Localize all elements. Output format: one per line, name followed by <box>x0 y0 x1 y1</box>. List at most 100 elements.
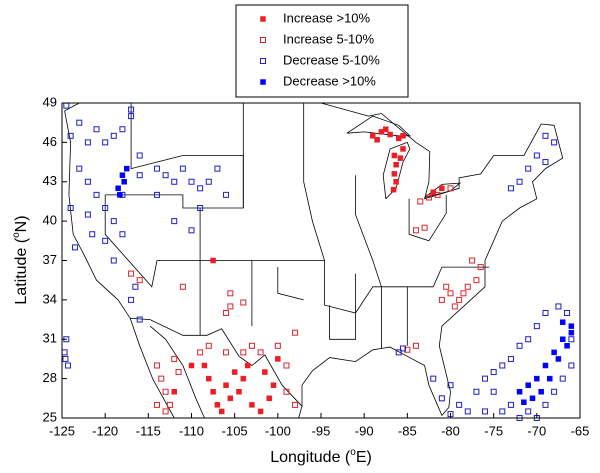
marker <box>464 283 471 290</box>
border <box>277 267 304 301</box>
marker <box>525 382 531 388</box>
legend-marker <box>260 16 266 22</box>
marker <box>516 178 523 185</box>
marker <box>210 257 216 264</box>
marker <box>110 218 117 225</box>
marker <box>275 356 281 362</box>
marker <box>240 375 247 382</box>
x-tick-label: -100 <box>265 423 291 438</box>
legend-label: Decrease >10% <box>283 73 376 88</box>
x-tick-label: -120 <box>92 423 118 438</box>
marker <box>404 346 411 353</box>
marker <box>227 303 234 310</box>
marker <box>93 126 100 133</box>
marker <box>162 388 169 395</box>
marker <box>197 185 204 192</box>
x-tick-label: -65 <box>571 423 590 438</box>
marker <box>223 382 229 388</box>
marker <box>456 296 463 303</box>
marker <box>464 408 471 415</box>
marker <box>283 388 290 395</box>
marker <box>507 355 514 362</box>
marker <box>397 155 404 161</box>
marker <box>499 408 506 415</box>
marker <box>65 362 72 369</box>
y-tick-label: 34 <box>43 291 57 306</box>
marker <box>84 139 91 146</box>
marker <box>443 283 450 290</box>
legend-label: Decrease 5-10% <box>283 52 380 67</box>
marker <box>62 355 69 362</box>
border <box>329 273 356 340</box>
marker <box>400 133 406 139</box>
marker <box>551 388 558 395</box>
marker <box>171 178 178 185</box>
marker <box>529 395 536 402</box>
marker <box>542 401 549 408</box>
marker <box>102 139 109 146</box>
marker <box>525 408 532 415</box>
marker <box>210 389 216 395</box>
marker <box>390 186 397 193</box>
marker <box>370 133 376 139</box>
marker <box>292 329 299 336</box>
marker <box>538 389 544 395</box>
marker <box>214 402 221 408</box>
marker <box>525 165 532 172</box>
y-tick-label: 43 <box>43 173 57 188</box>
marker <box>63 102 70 109</box>
marker <box>400 146 406 152</box>
marker <box>439 185 445 192</box>
x-tick-label: -90 <box>355 423 374 438</box>
border <box>104 194 490 314</box>
y-tick-label: 49 <box>43 94 57 109</box>
marker <box>482 375 489 382</box>
marker <box>240 349 247 356</box>
marker <box>244 362 251 369</box>
marker <box>84 178 91 185</box>
legend-marker <box>260 37 266 43</box>
marker <box>456 401 463 408</box>
marker <box>542 159 549 166</box>
y-tick-label: 40 <box>43 213 57 228</box>
marker <box>395 349 402 356</box>
marker <box>227 290 234 297</box>
x-tick-label: -85 <box>398 423 417 438</box>
marker <box>257 349 264 356</box>
marker <box>469 257 476 264</box>
marker <box>197 205 204 211</box>
marker <box>119 126 126 133</box>
x-tick-label: -115 <box>136 423 161 438</box>
y-tick-label: 31 <box>43 331 57 346</box>
marker <box>568 336 575 343</box>
marker <box>162 172 169 179</box>
legend-marker <box>260 58 266 64</box>
marker <box>547 375 553 382</box>
border <box>64 102 564 417</box>
marker <box>447 382 454 389</box>
marker <box>128 106 135 113</box>
marker <box>438 395 445 402</box>
marker <box>223 349 230 356</box>
marker <box>417 198 424 205</box>
x-tick-label: -70 <box>527 423 546 438</box>
marker <box>507 185 514 192</box>
y-tick-label: 28 <box>43 370 57 385</box>
marker <box>534 375 540 382</box>
marker <box>175 369 182 376</box>
marker <box>551 139 558 146</box>
marker <box>128 296 135 303</box>
marker <box>283 362 290 369</box>
y-tick-label: 25 <box>43 409 57 424</box>
legend-marker <box>260 79 266 85</box>
marker <box>223 191 230 198</box>
marker <box>124 165 130 172</box>
marker <box>262 369 268 375</box>
marker <box>71 244 78 251</box>
marker <box>136 277 143 284</box>
border <box>346 115 411 137</box>
marker <box>460 290 467 297</box>
marker <box>110 257 117 264</box>
legend-label: Increase 5-10% <box>283 31 374 46</box>
